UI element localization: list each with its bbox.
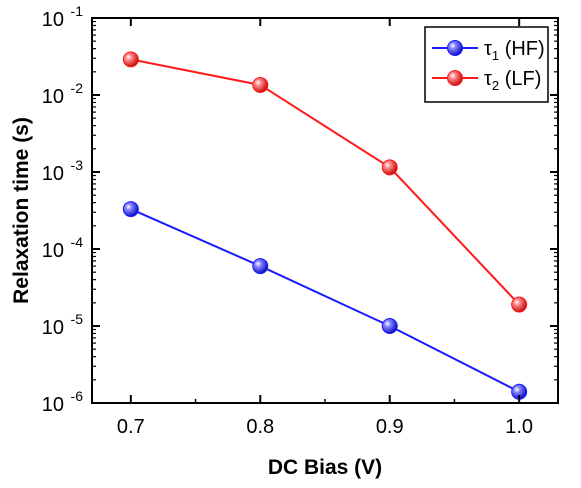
y-tick-base: 10 xyxy=(42,394,64,416)
y-tick-base: 10 xyxy=(42,86,64,108)
y-tick-exponent-4: -3 xyxy=(71,157,84,173)
y-tick-label-3: 10 xyxy=(42,240,64,262)
x-tick-label-4: 1.0 xyxy=(505,416,533,438)
y-tick-base: 10 xyxy=(42,163,64,185)
y-tick-base: 10 xyxy=(42,317,64,339)
y-tick-exponent-1: -6 xyxy=(71,388,84,404)
data-point-1-1 xyxy=(122,201,139,218)
legend-label-2: τ2 (LF) xyxy=(484,68,541,93)
data-point-2-1 xyxy=(122,51,139,68)
legend-subscript: 2 xyxy=(492,78,499,93)
y-axis-title: Relaxation time (s) xyxy=(10,117,33,304)
legend-suffix: (HF) xyxy=(499,38,545,60)
y-tick-base: 10 xyxy=(42,9,64,31)
y-tick-exponent-3: -4 xyxy=(71,234,84,250)
y-tick-label-6: 10 xyxy=(42,9,64,31)
legend-marker-2 xyxy=(447,70,463,86)
y-tick-exponent-2: -5 xyxy=(71,311,84,327)
legend-suffix: (LF) xyxy=(499,68,541,90)
x-tick-label-1: 0.7 xyxy=(117,416,145,438)
x-tick-label-3: 0.9 xyxy=(376,416,404,438)
data-point-2-2 xyxy=(252,76,269,93)
y-tick-base: 10 xyxy=(42,240,64,262)
data-point-1-2 xyxy=(252,258,269,275)
legend-symbol: τ xyxy=(484,38,492,60)
y-tick-label-4: 10 xyxy=(42,163,64,185)
data-point-2-3 xyxy=(381,159,398,176)
data-point-1-3 xyxy=(381,318,398,334)
legend-symbol: τ xyxy=(484,68,492,90)
y-tick-label-1: 10 xyxy=(42,394,64,416)
legend-subscript: 1 xyxy=(492,48,499,63)
x-tick-label-2: 0.8 xyxy=(246,416,274,438)
y-tick-label-5: 10 xyxy=(42,86,64,108)
data-point-2-4 xyxy=(511,296,528,313)
y-tick-label-2: 10 xyxy=(42,317,64,339)
y-tick-exponent-5: -2 xyxy=(71,80,84,96)
legend-box xyxy=(424,26,549,103)
legend-label-1: τ1 (HF) xyxy=(484,38,545,63)
x-axis-title: DC Bias (V) xyxy=(268,456,382,479)
legend-marker-1 xyxy=(447,40,463,56)
series-line-1 xyxy=(130,208,520,393)
series-line-2 xyxy=(130,58,520,306)
y-tick-exponent-6: -1 xyxy=(71,3,84,19)
